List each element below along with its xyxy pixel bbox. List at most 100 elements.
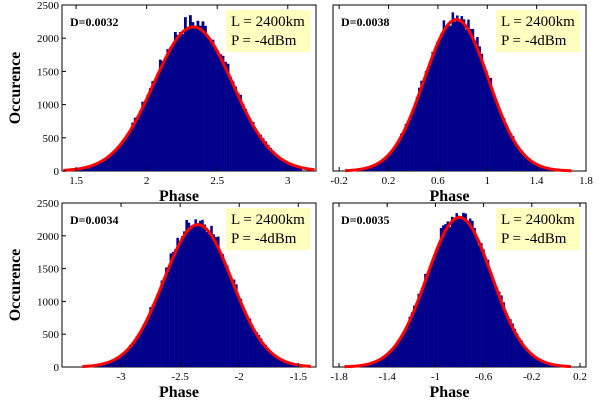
histogram-bar bbox=[83, 167, 87, 171]
histogram-bar bbox=[536, 164, 540, 171]
x-tick-label: -2 bbox=[235, 371, 244, 383]
histogram-bar bbox=[380, 161, 383, 171]
info-box-line: L = 2400km bbox=[231, 14, 305, 30]
info-box bbox=[496, 208, 580, 250]
histogram-bar bbox=[271, 150, 275, 171]
histogram-bar bbox=[473, 227, 476, 367]
histogram-bar bbox=[264, 344, 267, 367]
x-tick-label: 0.2 bbox=[573, 371, 587, 383]
histogram-bar bbox=[198, 220, 202, 367]
histogram-bar bbox=[231, 81, 235, 171]
histogram-bar bbox=[450, 216, 454, 367]
histogram-bar bbox=[435, 248, 438, 367]
panel-3: -3 -2.5 -2 -1.5 0 500 1000 1500 2000 2500 Phase Occ… bbox=[7, 198, 317, 401]
histogram-bar bbox=[261, 138, 265, 171]
panel-d-label: D=0.0034 bbox=[70, 213, 119, 227]
histogram-bar bbox=[296, 166, 300, 171]
histogram-bar bbox=[538, 358, 541, 367]
x-tick-label: -3 bbox=[116, 371, 126, 383]
histogram-bar bbox=[259, 134, 263, 171]
histogram-bar bbox=[431, 51, 434, 171]
histogram-bar bbox=[281, 159, 285, 171]
panel-d-label: D=0.0035 bbox=[341, 213, 390, 227]
histogram-bar bbox=[415, 96, 419, 171]
panel-4: -1.8 -1.4 -1 -0.6 -0.2 0.2 Phase D=0.0035 L = 24… bbox=[330, 202, 587, 401]
histogram-bar bbox=[246, 115, 250, 171]
histogram-bar bbox=[397, 138, 401, 171]
histogram-bar bbox=[271, 353, 274, 367]
histogram-bar bbox=[518, 149, 522, 171]
histogram-bar bbox=[547, 363, 550, 367]
histogram-bar bbox=[511, 323, 514, 367]
histogram-bar bbox=[518, 337, 521, 367]
histogram-bar bbox=[204, 25, 207, 171]
x-tick-label: -0.2 bbox=[330, 175, 347, 187]
histogram-bar bbox=[93, 163, 97, 171]
histogram-bar bbox=[286, 362, 290, 367]
y-tick-label: 0 bbox=[54, 362, 60, 374]
histogram-bar bbox=[502, 302, 505, 367]
histogram-bar bbox=[502, 118, 506, 171]
histogram-bar bbox=[169, 253, 173, 367]
y-tick-label: 1000 bbox=[37, 296, 60, 308]
histogram-bar bbox=[485, 70, 488, 171]
histogram-bar bbox=[373, 164, 376, 171]
histogram-bar bbox=[178, 32, 182, 171]
histogram-bar bbox=[513, 328, 517, 367]
histogram-bar bbox=[257, 335, 261, 367]
histogram-bar bbox=[543, 167, 546, 171]
histogram-bar bbox=[509, 133, 513, 171]
histogram-bar bbox=[237, 297, 240, 367]
histogram-bar bbox=[146, 95, 150, 171]
y-tick-label: 0 bbox=[54, 166, 60, 178]
histogram-bar bbox=[232, 279, 236, 367]
histogram-bar bbox=[538, 165, 542, 171]
histogram-bar bbox=[284, 361, 288, 367]
histogram-bar bbox=[382, 158, 385, 171]
histogram-bar bbox=[540, 360, 543, 367]
histogram-bar bbox=[491, 92, 495, 171]
y-tick-label: 2500 bbox=[37, 198, 60, 210]
histogram-bar bbox=[531, 354, 534, 367]
histogram-bar bbox=[234, 86, 237, 171]
histogram-bar bbox=[395, 142, 399, 171]
histogram-bar bbox=[171, 45, 175, 171]
histogram-bar bbox=[124, 351, 127, 367]
histogram-bar bbox=[429, 60, 432, 171]
histogram-bar bbox=[520, 150, 524, 171]
histogram-bar bbox=[438, 38, 441, 171]
x-tick-label: -2.5 bbox=[171, 371, 189, 383]
histogram-bar bbox=[448, 226, 452, 367]
histogram-bar bbox=[251, 121, 255, 171]
histogram-bar bbox=[291, 164, 295, 171]
histogram-bar bbox=[111, 152, 115, 171]
gaussian-fit-line bbox=[344, 215, 572, 369]
histogram-bar bbox=[442, 20, 446, 172]
y-axis-label: Occurence bbox=[7, 249, 24, 322]
info-box-line: L = 2400km bbox=[231, 212, 305, 228]
y-tick-label: 500 bbox=[43, 329, 60, 341]
histogram-bar bbox=[368, 166, 372, 171]
histogram-bar bbox=[529, 160, 533, 171]
histogram-bar bbox=[409, 118, 412, 171]
histogram-bar bbox=[279, 158, 283, 171]
histogram-bar bbox=[253, 329, 256, 367]
histogram-bar bbox=[137, 334, 141, 367]
histogram-bar bbox=[529, 353, 532, 367]
histogram-bar bbox=[527, 157, 531, 171]
panel-d-label: D=0.0032 bbox=[70, 15, 119, 29]
x-tick-label: -1.8 bbox=[330, 371, 348, 383]
histogram-bar bbox=[491, 278, 494, 367]
histogram-bar bbox=[110, 360, 114, 367]
histogram-bar bbox=[126, 134, 130, 171]
histogram-bar bbox=[147, 318, 150, 367]
histogram-bar bbox=[171, 251, 175, 367]
histogram-bar bbox=[148, 88, 152, 171]
histogram-bar bbox=[500, 295, 503, 367]
histogram-bar bbox=[211, 39, 215, 172]
histogram-bar bbox=[160, 280, 164, 367]
histogram-bar bbox=[276, 155, 280, 171]
histogram-bar bbox=[221, 55, 225, 171]
histogram-bar bbox=[226, 63, 230, 171]
